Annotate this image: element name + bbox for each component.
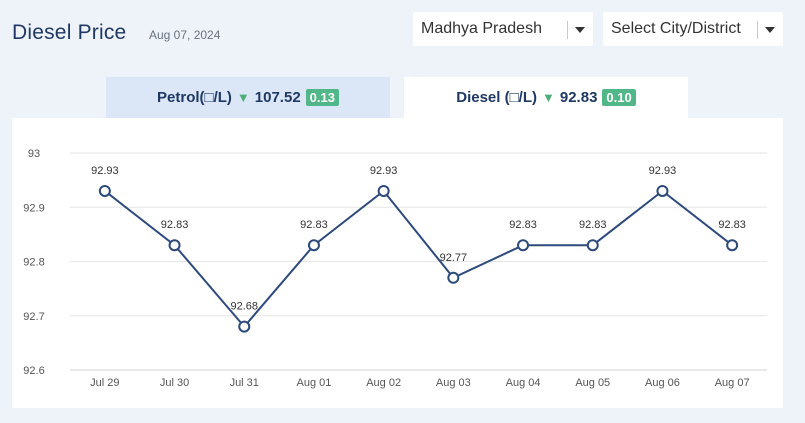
x-tick-label: Aug 07: [715, 377, 750, 389]
data-point: [377, 184, 390, 197]
tab-diesel-label: Diesel (□/L): [456, 89, 537, 106]
data-label: 92.93: [370, 165, 398, 177]
price-date: Aug 07, 2024: [149, 28, 221, 42]
data-point: [307, 239, 320, 252]
data-label: 92.83: [509, 219, 537, 231]
data-point: [238, 320, 251, 333]
x-tick-label: Jul 30: [160, 377, 189, 389]
chart-panel: 92.6 92.7 92.8 92.9 93 Jul 29 Jul 30 Jul 31 Aug …: [12, 118, 783, 408]
data-point: [447, 271, 460, 284]
x-tick-label: Aug 03: [436, 377, 471, 389]
tab-diesel-price: 92.83: [559, 89, 598, 106]
x-tick-label: Aug 05: [575, 377, 610, 389]
data-point: [656, 184, 669, 197]
price-down-arrow-icon: ▼: [236, 90, 250, 105]
data-label: 92.83: [579, 219, 607, 231]
data-label: 92.68: [230, 301, 258, 313]
tab-petrol-change-badge: 0.13: [305, 89, 339, 106]
x-tick-label: Jul 31: [230, 377, 259, 389]
data-label: 92.77: [440, 252, 468, 264]
city-select[interactable]: Select City/District: [603, 12, 783, 46]
data-label: 92.93: [649, 165, 677, 177]
data-point: [517, 239, 530, 252]
y-tick-label: 92.9: [23, 202, 44, 214]
x-tick-label: Jul 29: [90, 377, 119, 389]
y-tick-label: 92.6: [23, 365, 44, 377]
y-tick-label: 92.8: [23, 257, 44, 269]
y-tick-label: 92.7: [23, 311, 44, 323]
page-title: Diesel Price: [12, 21, 127, 44]
tab-petrol[interactable]: Petrol(□/L) ▼ 107.52 0.13: [106, 77, 390, 118]
y-tick-label: 93: [28, 148, 40, 160]
data-point: [726, 239, 739, 252]
tab-petrol-price: 107.52: [254, 89, 301, 106]
data-label: 92.83: [161, 219, 189, 231]
chevron-down-icon[interactable]: [575, 27, 585, 33]
data-label: 92.83: [718, 219, 746, 231]
state-select[interactable]: Madhya Pradesh: [413, 12, 593, 46]
tab-diesel[interactable]: Diesel (□/L) ▼ 92.83 0.10: [404, 77, 688, 118]
price-line-chart: 92.6 92.7 92.8 92.9 93 Jul 29 Jul 30 Jul 31 Aug …: [23, 148, 767, 389]
data-point: [98, 184, 111, 197]
x-tick-label: Aug 02: [366, 377, 401, 389]
select-divider: [757, 21, 758, 39]
city-select-value: Select City/District: [611, 20, 741, 37]
tab-petrol-label: Petrol(□/L): [157, 89, 232, 106]
data-point: [586, 239, 599, 252]
x-tick-label: Aug 06: [645, 377, 680, 389]
data-point: [168, 239, 181, 252]
tab-diesel-change-badge: 0.10: [602, 89, 636, 106]
x-tick-label: Aug 01: [297, 377, 332, 389]
x-tick-label: Aug 04: [506, 377, 541, 389]
price-down-arrow-icon: ▼: [542, 90, 555, 105]
state-select-value: Madhya Pradesh: [421, 20, 542, 37]
select-divider: [567, 21, 568, 39]
chevron-down-icon[interactable]: [765, 27, 775, 33]
data-label: 92.93: [91, 165, 119, 177]
series-line: [104, 189, 733, 329]
data-label: 92.83: [300, 219, 328, 231]
